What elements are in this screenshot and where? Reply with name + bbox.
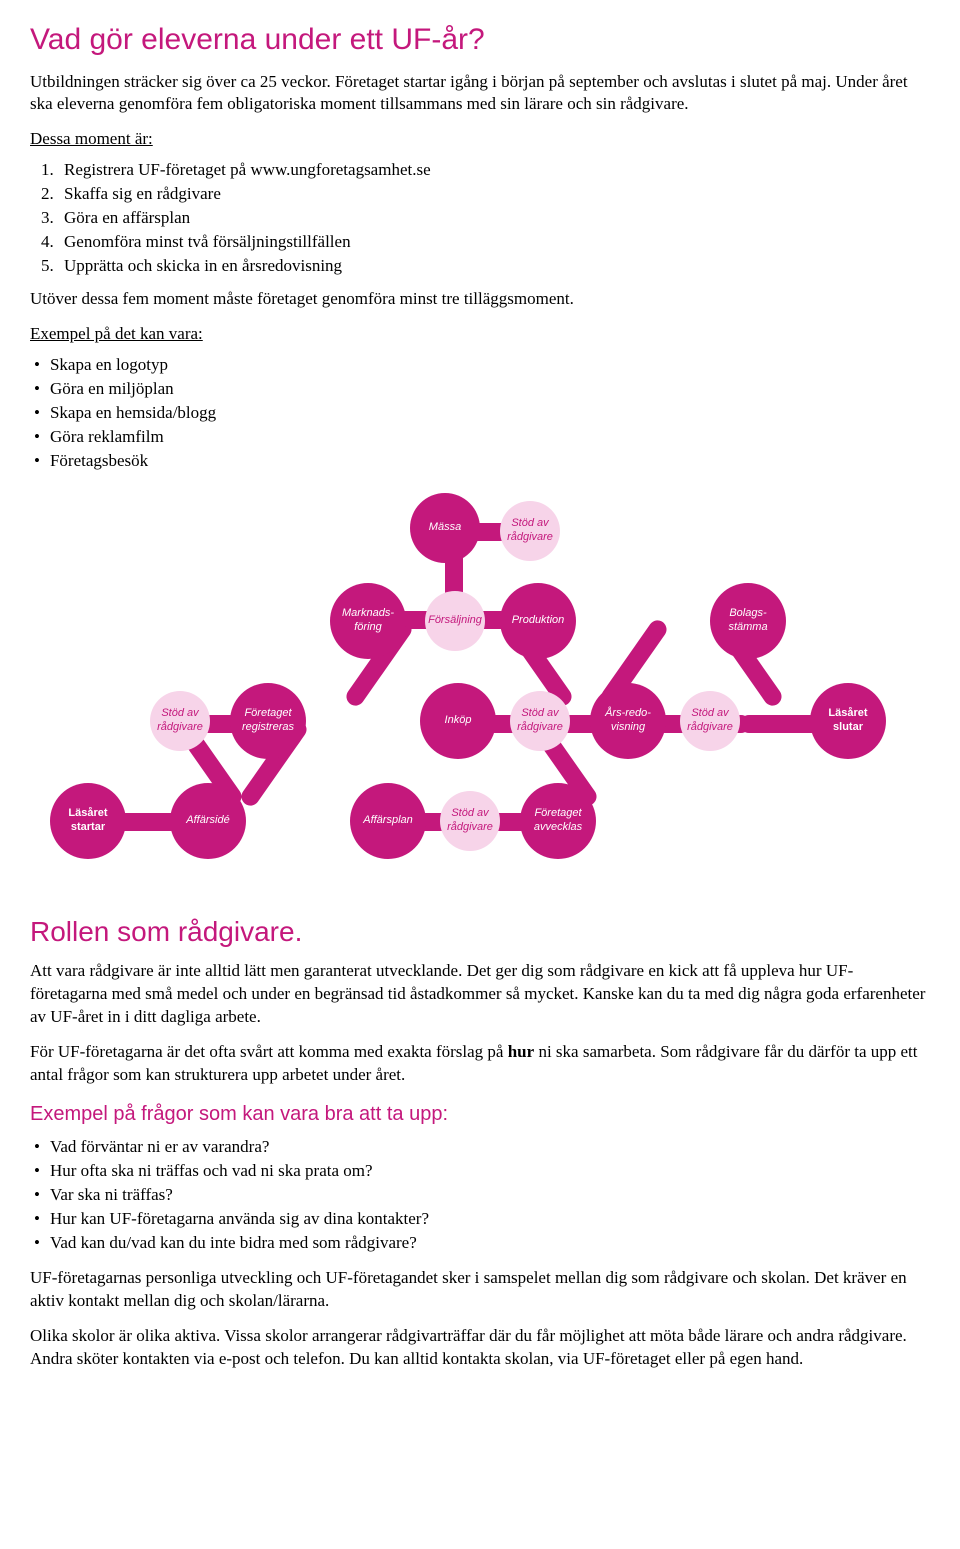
- infographic-node-stod3: Stöd av rådgivare: [510, 691, 570, 751]
- infographic-node-avveckl: Företaget avvecklas: [520, 783, 596, 859]
- infographic-node-slutar: Läsåret slutar: [810, 683, 886, 759]
- section1-title: Vad gör eleverna under ett UF-år?: [30, 20, 930, 61]
- list-item: Göra en miljöplan: [34, 378, 930, 401]
- questions-list: Vad förväntar ni er av varandra? Hur oft…: [34, 1136, 930, 1255]
- section2-title: Rollen som rådgivare.: [30, 913, 930, 951]
- section2-p2: För UF-företagarna är det ofta svårt att…: [30, 1041, 930, 1087]
- section2-p1: Att vara rådgivare är inte alltid lätt m…: [30, 960, 930, 1029]
- infographic-node-stod2: Stöd av rådgivare: [150, 691, 210, 751]
- moments-list: Registrera UF-företaget på www.ungforeta…: [58, 159, 930, 278]
- section1-intro: Utbildningen sträcker sig över ca 25 vec…: [30, 71, 930, 117]
- examples-list: Skapa en logotyp Göra en miljöplan Skapa…: [34, 354, 930, 473]
- infographic-node-affarsplan: Affärsplan: [350, 783, 426, 859]
- list-item: Upprätta och skicka in en årsredovisning: [58, 255, 930, 278]
- section2-p3: UF-företagarnas personliga utveckling oc…: [30, 1267, 930, 1313]
- infographic-node-stod5: Stöd av rådgivare: [440, 791, 500, 851]
- infographic-node-produktion: Produktion: [500, 583, 576, 659]
- infographic-node-affarside: Affärsidé: [170, 783, 246, 859]
- list-item: Vad förväntar ni er av varandra?: [34, 1136, 930, 1159]
- list-item: Vad kan du/vad kan du inte bidra med som…: [34, 1232, 930, 1255]
- extra-line: Utöver dessa fem moment måste företaget …: [30, 288, 930, 311]
- infographic-node-forsaljning: Försäljning: [425, 591, 485, 651]
- examples-label: Exempel på det kan vara:: [30, 323, 930, 346]
- moments-label: Dessa moment är:: [30, 128, 930, 151]
- infographic-node-massa: Mässa: [410, 493, 480, 563]
- infographic-node-stod1: Stöd av rådgivare: [500, 501, 560, 561]
- list-item: Skapa en logotyp: [34, 354, 930, 377]
- infographic-node-bolag: Bolags-stämma: [710, 583, 786, 659]
- questions-title: Exempel på frågor som kan vara bra att t…: [30, 1101, 930, 1128]
- infographic-node-reg: Företaget registreras: [230, 683, 306, 759]
- list-item: Göra en affärsplan: [58, 207, 930, 230]
- list-item: Företagsbesök: [34, 450, 930, 473]
- infographic-node-ars: Års-redo-visning: [590, 683, 666, 759]
- list-item: Registrera UF-företaget på www.ungforeta…: [58, 159, 930, 182]
- section2-p4: Olika skolor är olika aktiva. Vissa skol…: [30, 1325, 930, 1371]
- uf-year-infographic: Mässa Stöd av rådgivare Marknads-föring För…: [30, 493, 930, 893]
- list-item: Göra reklamfilm: [34, 426, 930, 449]
- infographic-node-startar: Läsåret startar: [50, 783, 126, 859]
- list-item: Hur ofta ska ni träffas och vad ni ska p…: [34, 1160, 930, 1183]
- list-item: Skaffa sig en rådgivare: [58, 183, 930, 206]
- infographic-node-inkop: Inköp: [420, 683, 496, 759]
- list-item: Genomföra minst två försäljningstillfäll…: [58, 231, 930, 254]
- list-item: Hur kan UF-företagarna använda sig av di…: [34, 1208, 930, 1231]
- list-item: Skapa en hemsida/blogg: [34, 402, 930, 425]
- infographic-node-stod4: Stöd av rådgivare: [680, 691, 740, 751]
- infographic-node-marknad: Marknads-föring: [330, 583, 406, 659]
- list-item: Var ska ni träffas?: [34, 1184, 930, 1207]
